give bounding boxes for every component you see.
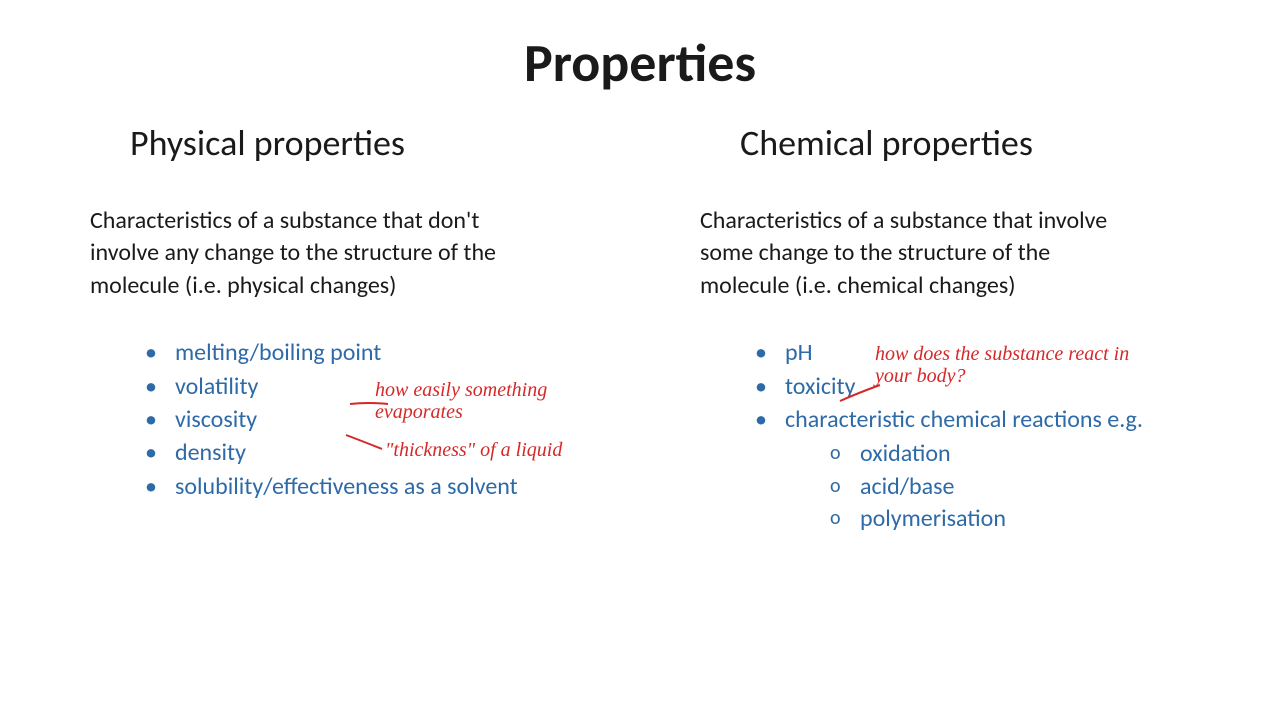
- left-description: Characteristics of a substance that don'…: [90, 205, 510, 302]
- right-column: Chemical properties Characteristics of a…: [700, 121, 1190, 537]
- page-title: Properties: [60, 30, 1220, 96]
- list-item: pH: [755, 337, 1190, 369]
- list-item: toxicity: [755, 371, 1190, 403]
- sub-item: oxidation: [830, 438, 1190, 470]
- left-column: Physical properties Characteristics of a…: [90, 121, 580, 537]
- list-item-label: characteristic chemical reactions e.g.: [785, 405, 1143, 434]
- list-item: viscosity: [145, 404, 580, 436]
- sub-bullets: oxidation acid/base polymerisation: [785, 438, 1190, 535]
- list-item: characteristic chemical reactions e.g. o…: [755, 404, 1190, 536]
- sub-item: polymerisation: [830, 503, 1190, 535]
- right-bullets: pH toxicity characteristic chemical reac…: [700, 337, 1190, 535]
- list-item: melting/boiling point: [145, 337, 580, 369]
- list-item: volatility: [145, 371, 580, 403]
- list-item: solubility/effectiveness as a solvent: [145, 471, 580, 503]
- left-bullets: melting/boiling point volatility viscosi…: [90, 337, 580, 503]
- columns: Physical properties Characteristics of a…: [60, 121, 1220, 537]
- right-heading: Chemical properties: [700, 121, 1190, 165]
- slide: Properties Physical properties Character…: [0, 0, 1280, 720]
- left-heading: Physical properties: [90, 121, 580, 165]
- right-description: Characteristics of a substance that invo…: [700, 205, 1120, 302]
- list-item: density: [145, 437, 580, 469]
- sub-item: acid/base: [830, 471, 1190, 503]
